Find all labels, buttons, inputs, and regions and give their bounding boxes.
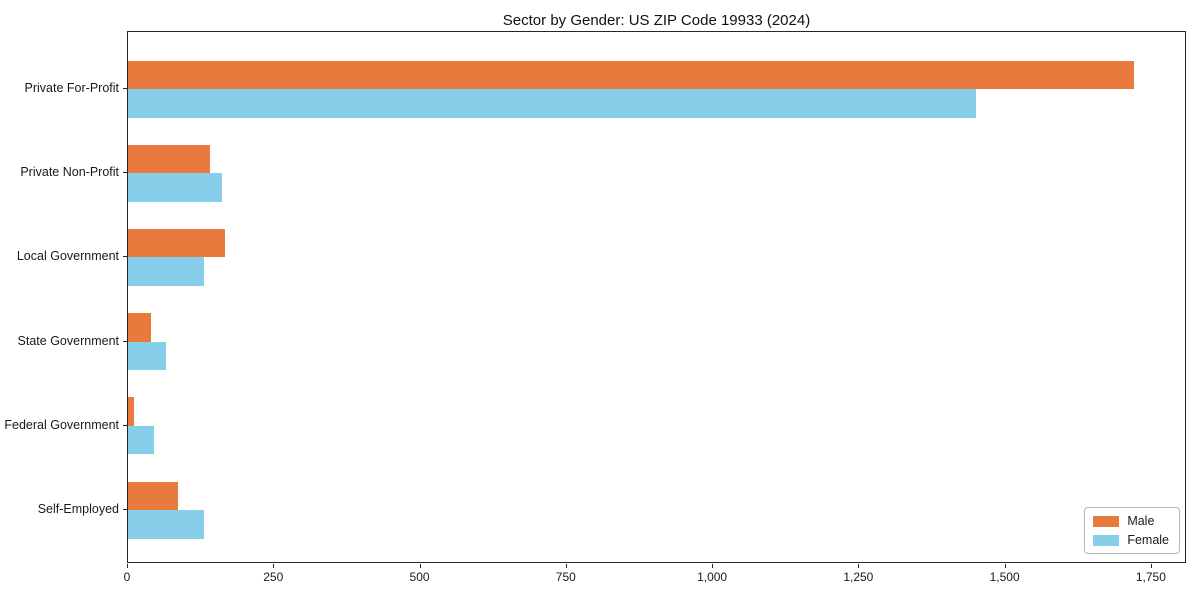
y-tick-label-federal-government: Federal Government: [4, 417, 119, 432]
legend-item-female: Female: [1093, 533, 1169, 547]
x-tick-mark: [419, 564, 421, 568]
bar-female-federal-government: [128, 425, 155, 455]
legend-label-female: Female: [1127, 533, 1169, 547]
x-tick-label-500: 500: [409, 570, 430, 584]
y-tick-label-private-non-profit: Private Non-Profit: [20, 165, 119, 180]
x-tick-label-750: 750: [555, 570, 576, 584]
legend: Male Female: [1084, 507, 1180, 554]
x-tick-label-1-500: 1,500: [989, 570, 1020, 584]
y-tick-mark: [123, 424, 127, 426]
x-tick-mark: [1150, 564, 1152, 568]
x-tick-mark: [127, 564, 128, 568]
bar-female-self-employed: [128, 510, 205, 539]
legend-swatch-female-icon: [1093, 534, 1120, 546]
bar-male-local-government: [128, 228, 225, 258]
x-tick-mark: [1004, 564, 1006, 568]
bar-male-self-employed: [128, 481, 178, 510]
bar-female-state-government: [128, 341, 167, 371]
legend-swatch-male-icon: [1093, 515, 1120, 527]
x-tick-label-1-000: 1,000: [697, 570, 728, 584]
bar-female-private-non-profit: [128, 173, 222, 202]
x-tick-mark: [273, 564, 275, 568]
y-tick-label-local-government: Local Government: [16, 249, 119, 264]
bar-male-state-government: [128, 313, 152, 342]
x-tick-mark: [712, 564, 714, 568]
y-tick-mark: [123, 172, 127, 174]
chart-title: Sector by Gender: US ZIP Code 19933 (202…: [502, 12, 811, 29]
legend-item-male: Male: [1093, 514, 1169, 528]
x-tick-label-1-250: 1,250: [843, 570, 874, 584]
x-tick-label-250: 250: [263, 570, 284, 584]
y-tick-mark: [123, 509, 127, 510]
bar-male-federal-government: [128, 397, 134, 426]
y-tick-mark: [123, 256, 127, 258]
bar-female-local-government: [128, 257, 205, 286]
y-tick-label-private-for-profit: Private For-Profit: [24, 81, 119, 95]
y-tick-label-state-government: State Government: [17, 333, 119, 348]
bar-male-private-for-profit: [128, 60, 1135, 89]
x-tick-mark: [565, 564, 567, 568]
y-tick-mark: [123, 340, 127, 342]
y-tick-mark: [123, 88, 127, 89]
x-tick-mark: [858, 564, 860, 568]
bar-female-private-for-profit: [128, 89, 977, 118]
x-tick-label-0: 0: [123, 570, 131, 584]
legend-label-male: Male: [1127, 514, 1155, 528]
y-tick-label-self-employed: Self-Employed: [37, 502, 119, 516]
bar-male-private-non-profit: [128, 144, 210, 174]
plot-area: Male Female: [127, 31, 1186, 563]
x-tick-label-1-750: 1,750: [1135, 570, 1166, 584]
